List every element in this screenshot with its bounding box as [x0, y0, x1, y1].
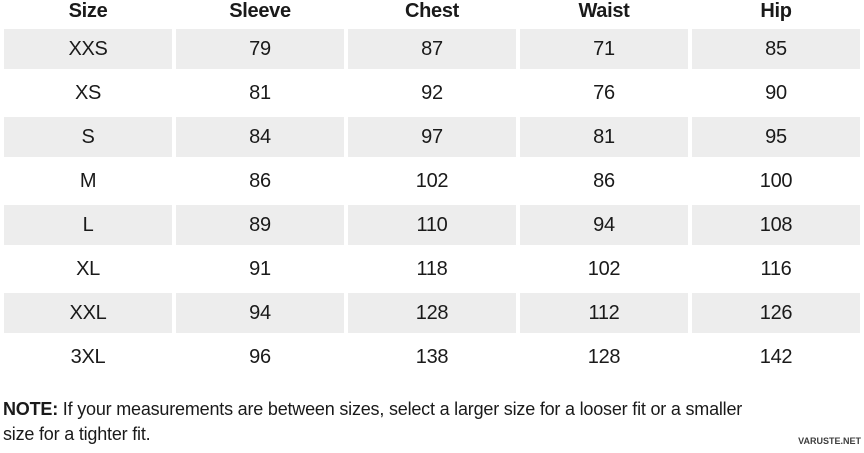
size-cell: S	[4, 117, 172, 157]
measurement-cell: 138	[348, 337, 516, 377]
size-cell: XL	[4, 249, 172, 289]
measurement-cell: 112	[520, 293, 688, 333]
measurement-cell: 96	[176, 337, 344, 377]
table-row: XXS 79 87 71 85	[4, 29, 860, 69]
measurement-cell: 102	[348, 161, 516, 201]
measurement-cell: 94	[176, 293, 344, 333]
note-label: NOTE:	[3, 399, 58, 419]
measurement-cell: 81	[520, 117, 688, 157]
measurement-cell: 87	[348, 29, 516, 69]
note-text: If your measurements are between sizes, …	[3, 399, 743, 444]
column-header: Waist	[578, 0, 630, 22]
table-row: L 89 110 94 108	[4, 205, 860, 245]
measurement-cell: 92	[348, 73, 516, 113]
measurement-cell: 128	[520, 337, 688, 377]
measurement-cell: 86	[176, 161, 344, 201]
measurement-cell: 118	[348, 249, 516, 289]
measurement-cell: 86	[520, 161, 688, 201]
measurement-cell: 102	[520, 249, 688, 289]
table-row: S 84 97 81 95	[4, 117, 860, 157]
column-header: Size	[68, 0, 108, 22]
table-row: 3XL 96 138 128 142	[4, 337, 860, 377]
measurement-cell: 94	[520, 205, 688, 245]
size-cell: M	[4, 161, 172, 201]
size-cell: XXL	[4, 293, 172, 333]
column-header: Hip	[760, 0, 792, 22]
table-row: XS 81 92 76 90	[4, 73, 860, 113]
measurement-cell: 85	[692, 29, 860, 69]
size-cell: XS	[4, 73, 172, 113]
measurement-cell: 126	[692, 293, 860, 333]
size-chart-table: Size Sleeve Chest Waist Hip XXS 79 87 71 85 XS 81 9…	[4, 0, 860, 377]
measurement-cell: 95	[692, 117, 860, 157]
watermark: VARUSTE.NET	[798, 436, 861, 446]
size-cell: L	[4, 205, 172, 245]
measurement-cell: 76	[520, 73, 688, 113]
size-cell: 3XL	[4, 337, 172, 377]
measurement-cell: 97	[348, 117, 516, 157]
table-row: XL 91 118 102 116	[4, 249, 860, 289]
measurement-cell: 100	[692, 161, 860, 201]
measurement-cell: 89	[176, 205, 344, 245]
measurement-cell: 128	[348, 293, 516, 333]
size-cell: XXS	[4, 29, 172, 69]
measurement-cell: 110	[348, 205, 516, 245]
measurement-cell: 91	[176, 249, 344, 289]
measurement-cell: 79	[176, 29, 344, 69]
table-row: XXL 94 128 112 126	[4, 293, 860, 333]
measurement-cell: 116	[692, 249, 860, 289]
measurement-cell: 84	[176, 117, 344, 157]
measurement-cell: 81	[176, 73, 344, 113]
measurement-cell: 108	[692, 205, 860, 245]
measurement-cell: 71	[520, 29, 688, 69]
table-row: M 86 102 86 100	[4, 161, 860, 201]
column-header: Chest	[404, 0, 460, 22]
header-row: Size Sleeve Chest Waist Hip	[4, 0, 860, 25]
note: NOTE: If your measurements are between s…	[3, 397, 763, 447]
column-header: Sleeve	[229, 0, 291, 22]
measurement-cell: 90	[692, 73, 860, 113]
measurement-cell: 142	[692, 337, 860, 377]
